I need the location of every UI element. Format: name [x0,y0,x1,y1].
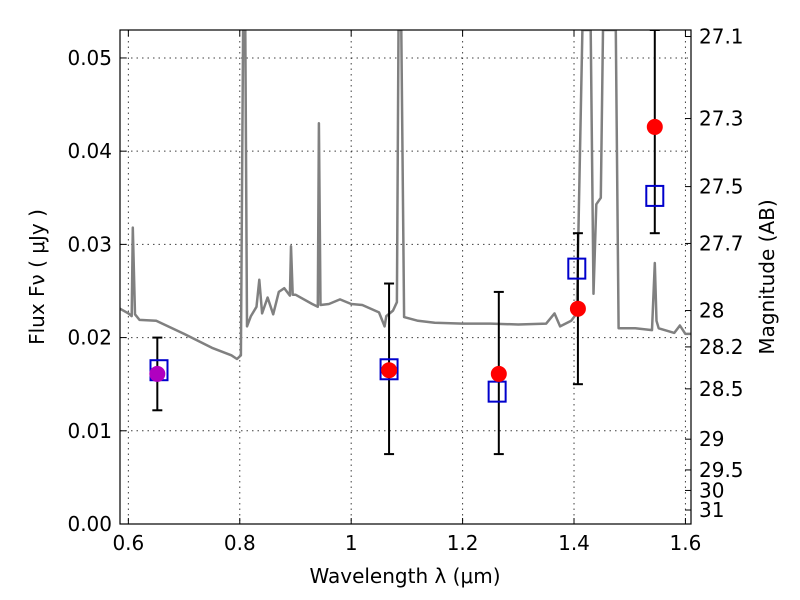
right-tick-label: 27.5 [699,175,744,199]
observed-point-marker [149,365,166,382]
model-square-marker [379,358,399,381]
y-tick-label: 0.04 [67,139,112,163]
right-tick-label: 27.3 [699,107,744,131]
right-tick-label: 27.1 [699,25,744,49]
x-tick-label: 0.8 [224,531,256,555]
model-square-marker [567,257,587,280]
y-tick-label: 0.01 [67,419,112,443]
y-tick-label: 0.05 [67,46,112,70]
right-tick-label: 29 [699,427,724,451]
x-tick-label: 1.4 [558,531,590,555]
plot-area [120,30,691,456]
y-tick-label: 0.03 [67,232,112,256]
y-right-axis-label: Magnitude (AB) [755,199,779,354]
observed-point-marker [490,365,507,382]
observed-point-marker [646,118,663,135]
right-tick-label: 28 [699,299,724,323]
x-tick-label: 1.6 [670,531,702,555]
y-tick-label: 0.02 [67,326,112,350]
right-tick-label: 27.7 [699,231,744,255]
right-tick-label: 31 [699,498,724,522]
x-axis-label: Wavelength λ (μm) [309,564,500,588]
x-tick-label: 1 [345,531,358,555]
model-square-marker [487,380,507,403]
y-tick-label: 0.00 [67,512,112,536]
model-square-marker [645,184,665,207]
right-tick-label: 28.5 [699,377,744,401]
spectrum-line [120,30,691,361]
observed-point-marker [569,300,586,317]
plot-frame [119,29,692,525]
y-axis-label: Flux Fν ( μJy ) [25,209,49,345]
right-tick-label: 30 [699,478,724,502]
x-tick-label: 1.2 [447,531,479,555]
grid [120,30,691,525]
right-tick-label: 28.2 [699,335,744,359]
x-tick-label: 0.6 [112,531,144,555]
right-tick-label: 29.5 [699,458,744,482]
observed-point-marker [381,362,398,379]
ticks: 0.6 0.8 1 1.2 1.4 1.6 0.00 0.01 0.02 0.03 0.04 0.05… [67,25,743,555]
